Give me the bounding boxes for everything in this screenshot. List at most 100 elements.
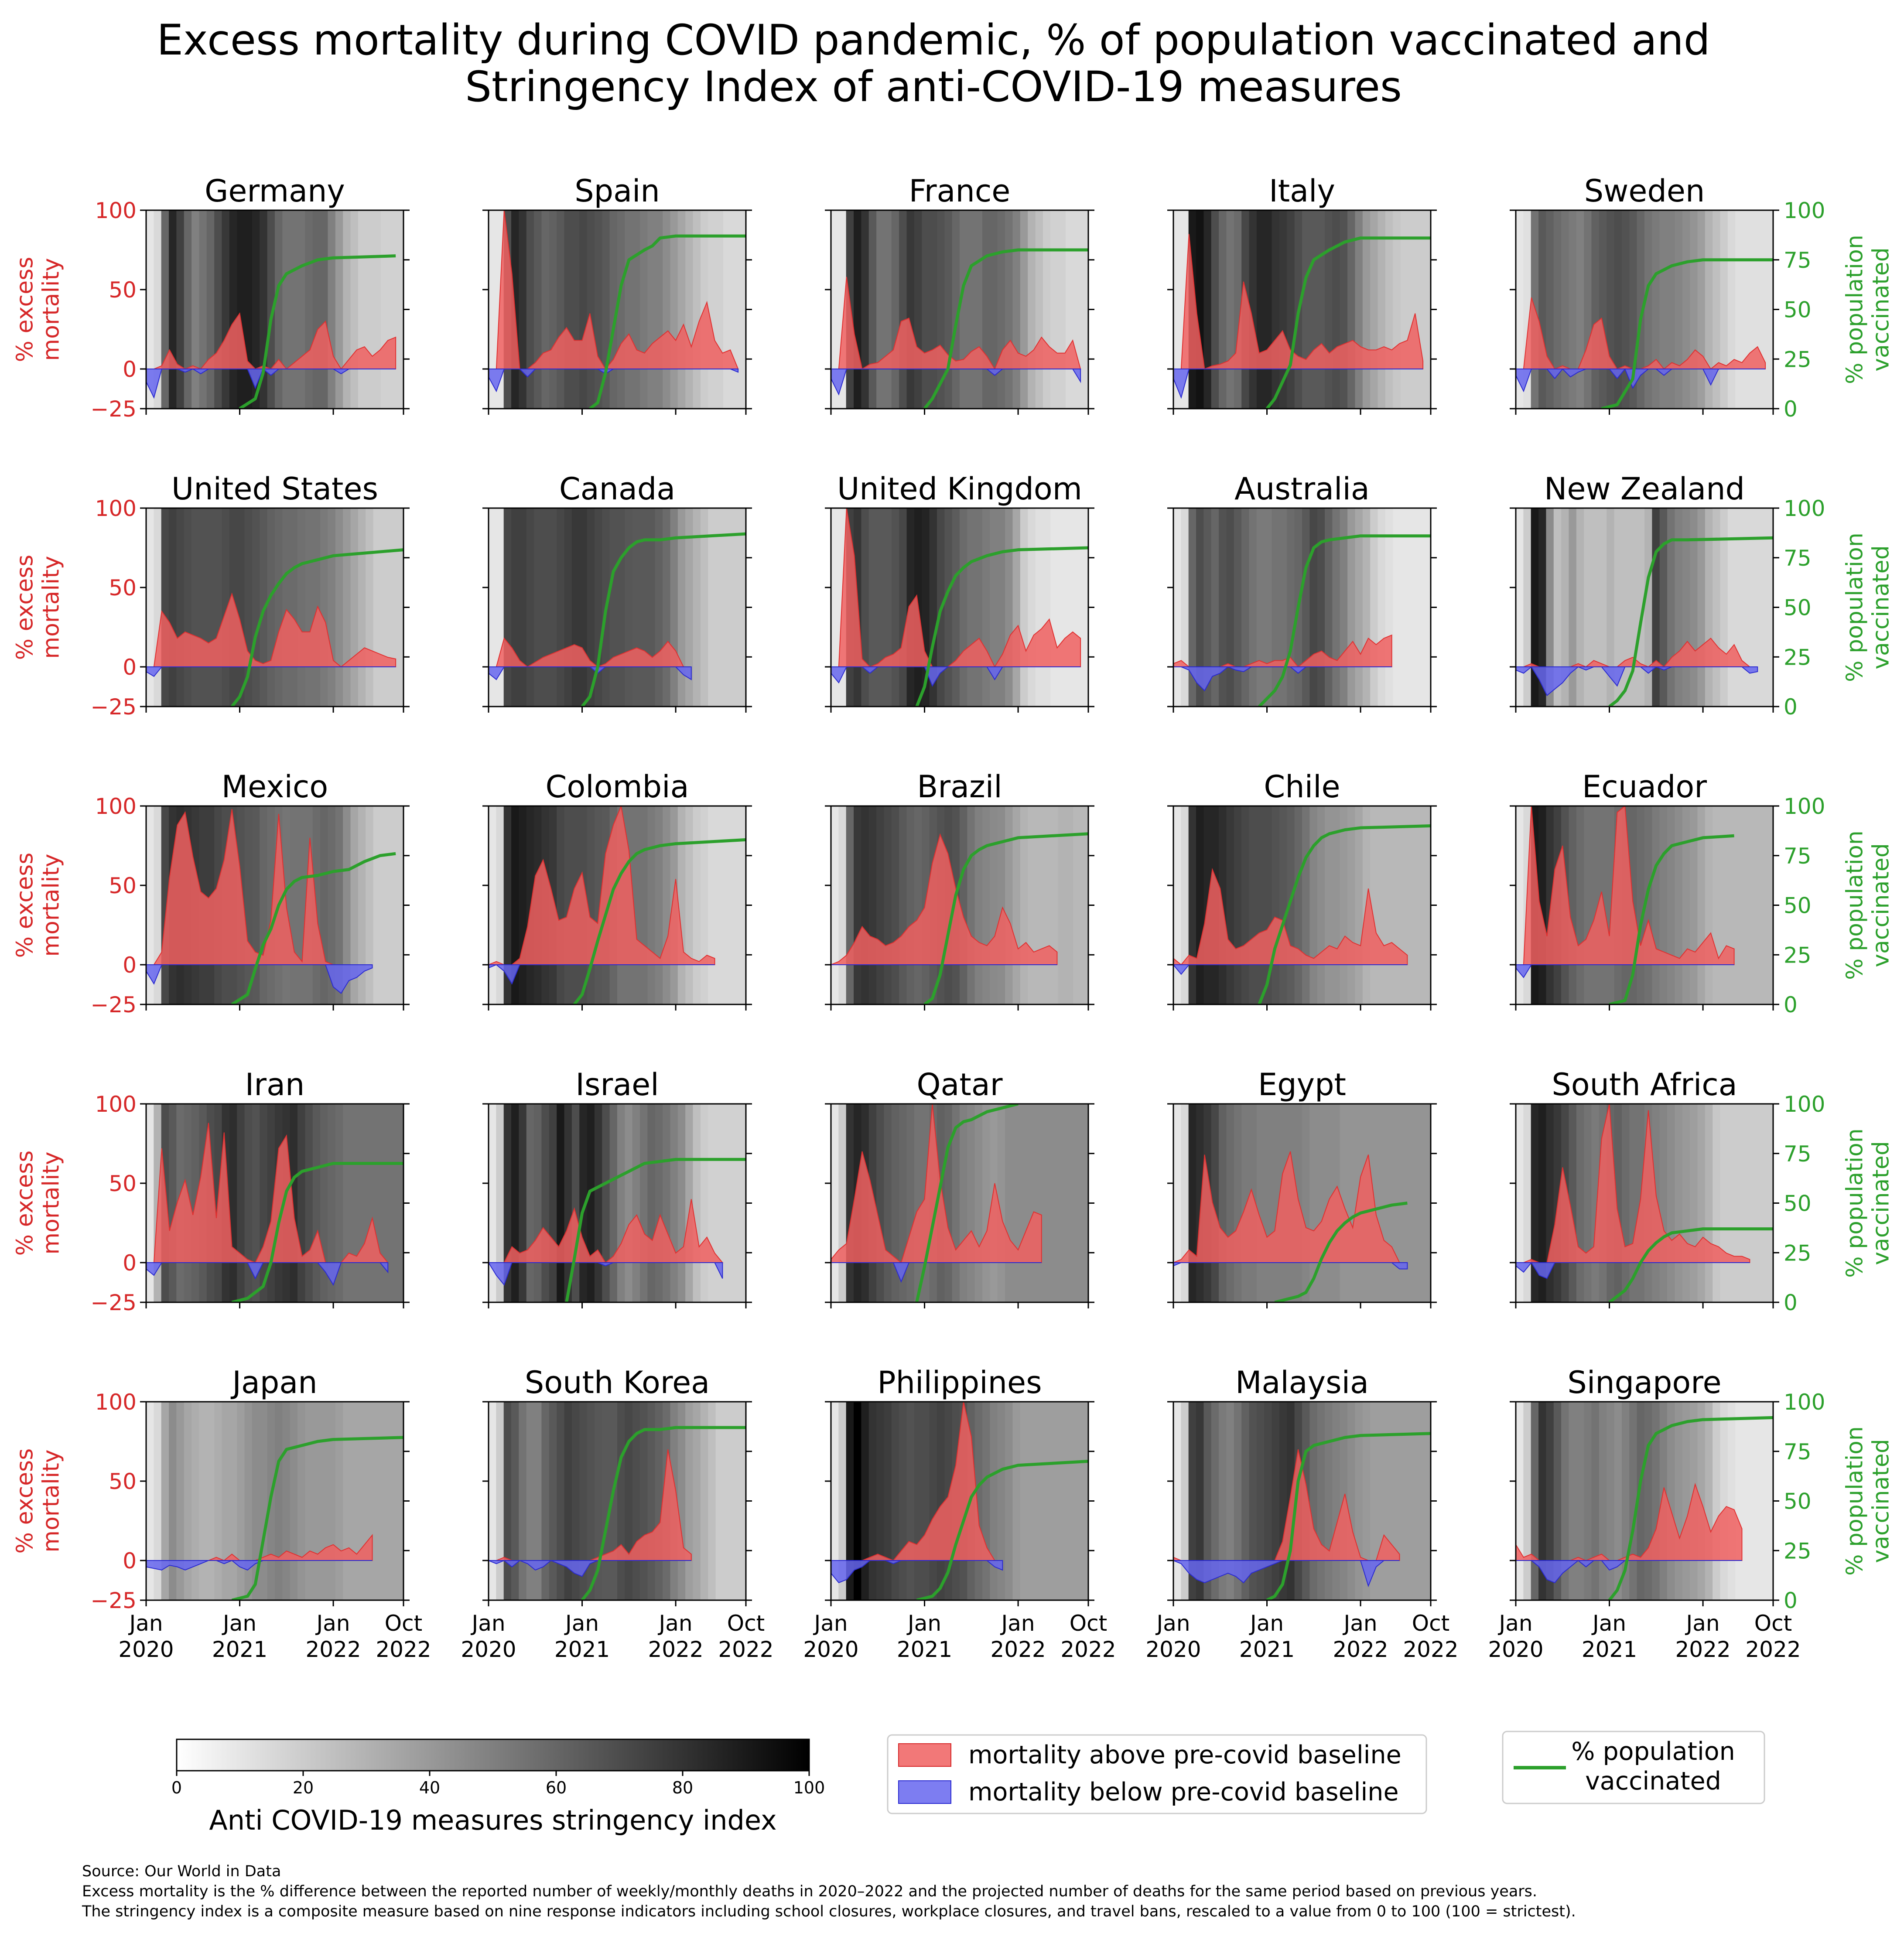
stringency-stripe (899, 508, 907, 707)
stringency-stripe (1408, 806, 1416, 1004)
stringency-stripe (1415, 1402, 1424, 1600)
stringency-stripe (571, 1402, 580, 1600)
y-right-axis-label: % populationvaccinated (1842, 1426, 1894, 1576)
stringency-stripe (1211, 210, 1220, 409)
stringency-stripe (914, 1402, 923, 1600)
stringency-stripe (229, 1104, 238, 1302)
stringency-stripe (1621, 508, 1630, 707)
stringency-stripe (1644, 1402, 1653, 1600)
footer-note-2: The stringency index is a composite meas… (82, 1903, 1576, 1920)
stringency-stripe (146, 806, 154, 1004)
stringency-stripe (831, 508, 839, 707)
stringency-stripe (388, 1104, 397, 1302)
y-left-axis-label: % excessmortality (12, 853, 65, 958)
stringency-stripe (1393, 806, 1401, 1004)
stringency-stripe (1423, 806, 1431, 1004)
stringency-stripe (1750, 806, 1759, 1004)
stringency-stripe (1516, 210, 1524, 409)
stringency-stripe (1043, 1402, 1051, 1600)
stringency-stripe (1743, 1104, 1751, 1302)
stringency-stripe (275, 1402, 283, 1600)
stringency-stripe (1249, 806, 1257, 1004)
country-panel: Ecuador 100 75 50 25 0 % populationvaccinated (1510, 769, 1894, 1018)
left-tick-label: 100 (95, 794, 137, 819)
panel-plot-area (489, 806, 746, 1004)
stringency-stripe (617, 210, 626, 409)
right-tick-label: 50 (1784, 1489, 1812, 1514)
stringency-stripe (846, 806, 855, 1004)
stringency-stripe (1415, 806, 1424, 1004)
stringency-stripe (731, 508, 739, 707)
x-tick-label: 2022 (1403, 1637, 1458, 1662)
stringency-stripe (1264, 508, 1272, 707)
stringency-stripe (549, 508, 557, 707)
stringency-stripe (602, 1402, 610, 1600)
panel-title: Chile (1264, 769, 1340, 805)
stringency-stripe (320, 806, 328, 1004)
stringency-stripe (1584, 210, 1592, 409)
stringency-stripe (1188, 806, 1197, 1004)
panel-plot-area (489, 508, 746, 707)
stringency-stripe (191, 508, 200, 707)
country-panel: United States 100 50 0 −25 % excessmortality (12, 471, 410, 720)
stringency-stripe (489, 806, 497, 1004)
stringency-stripe (237, 210, 245, 409)
stringency-stripe (1226, 1104, 1234, 1302)
y-left-axis-label-line: mortality (38, 854, 64, 956)
x-tick-label: Jan (1591, 1611, 1626, 1636)
stringency-stripe (899, 210, 907, 409)
x-tick-label: Jan (1685, 1611, 1720, 1636)
panel-plot-area (1516, 806, 1773, 1004)
stringency-stripe (1378, 1104, 1386, 1302)
stringency-stripe (1385, 806, 1394, 1004)
stringency-stripe (1705, 1402, 1713, 1600)
country-panel: New Zealand 100 75 50 25 0 % populationvaccina… (1510, 471, 1894, 720)
stringency-stripe (1743, 210, 1751, 409)
stringency-stripe (244, 806, 253, 1004)
stringency-stripe (982, 806, 991, 1004)
stringency-stripe (715, 210, 724, 409)
stringency-stripe (632, 1104, 641, 1302)
stringency-stripe (1621, 1104, 1630, 1302)
excess-above-area (831, 277, 1081, 370)
stringency-stripe (511, 1402, 520, 1600)
stringency-stripe (708, 1402, 716, 1600)
excess-below-area (1516, 964, 1734, 978)
stringency-stripe (884, 1402, 892, 1600)
stringency-stripe (1553, 508, 1562, 707)
stringency-stripe (715, 508, 724, 707)
stringency-stripe (1538, 1104, 1547, 1302)
vaccinated-line (1266, 1432, 1431, 1600)
stringency-stripe (868, 210, 877, 409)
right-tick-label: 100 (1784, 198, 1825, 223)
vaccinated-line (565, 1158, 746, 1302)
stringency-stripe (275, 210, 283, 409)
y-right-axis-label: % populationvaccinated (1842, 1128, 1894, 1278)
stringency-stripe (1173, 1402, 1182, 1600)
stringency-stripe (1043, 1104, 1051, 1302)
stringency-stripe (1317, 1402, 1326, 1600)
stringency-stripe (1727, 210, 1736, 409)
stringency-stripe (358, 1402, 366, 1600)
stringency-stripe (184, 1402, 192, 1600)
stringency-stripe (1667, 210, 1675, 409)
vaccinated-line (1609, 834, 1734, 1004)
stringency-stripe (974, 806, 983, 1004)
stringency-stripe (1012, 1402, 1021, 1600)
stringency-stripe (1302, 1104, 1310, 1302)
x-tick-label: Jan (222, 1611, 256, 1636)
country-panel: Italy (1167, 173, 1437, 415)
excess-below-area (1516, 1560, 1742, 1584)
excess-below-area (831, 666, 1081, 687)
stringency-stripe (738, 508, 746, 707)
stringency-stripe (693, 1402, 701, 1600)
stringency-stripe (731, 806, 739, 1004)
excess-below-area (831, 1262, 1042, 1283)
stringency-stripe (1705, 1104, 1713, 1302)
stringency-stripe (1362, 1402, 1371, 1600)
stringency-stripe (640, 508, 648, 707)
x-tick-label: Oct (727, 1611, 765, 1636)
stringency-stripe (1256, 1402, 1265, 1600)
stringency-stripe (1035, 1402, 1043, 1600)
